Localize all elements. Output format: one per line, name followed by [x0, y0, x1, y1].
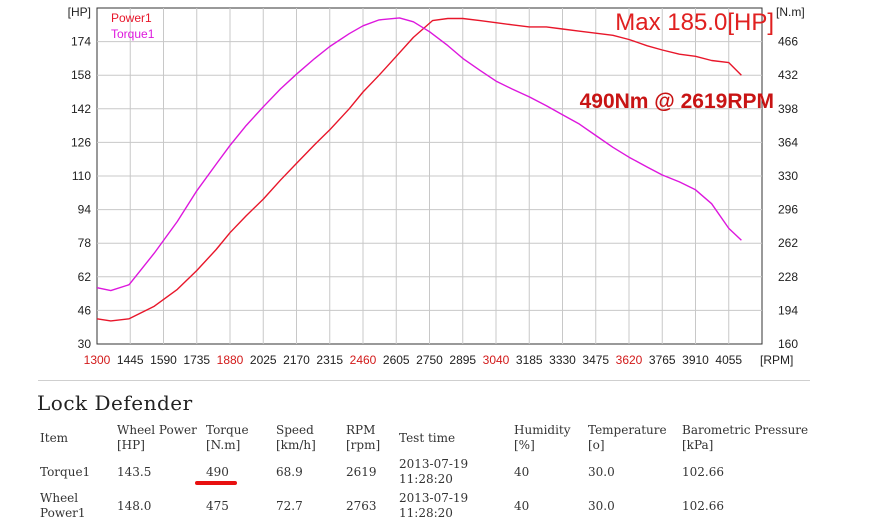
- x-tick-label: 3330: [549, 353, 576, 367]
- x-tick-label: 2605: [383, 353, 410, 367]
- y-right-tick-label: 432: [778, 68, 798, 82]
- row2-wheel-power: 148.0: [117, 499, 152, 513]
- x-tick-label: 2170: [283, 353, 310, 367]
- x-tick-label: 4055: [715, 353, 742, 367]
- header-pressure: Barometric Pressure [kPa]: [682, 423, 809, 452]
- header-wheel-power: Wheel Power [HP]: [117, 423, 197, 452]
- y-left-unit-label: [HP]: [68, 5, 91, 19]
- y-left-tick-label: 78: [78, 236, 92, 250]
- y-right-tick-label: 228: [778, 270, 798, 284]
- x-unit-label: [RPM]: [760, 353, 793, 367]
- annotation-max-power: Max 185.0[HP]: [615, 9, 774, 36]
- x-tick-label: 3620: [616, 353, 643, 367]
- row2-pressure: 102.66: [682, 499, 724, 513]
- header-torque: Torque [N.m]: [206, 423, 249, 452]
- x-tick-label: 1880: [217, 353, 244, 367]
- series-line-torque1: [96, 17, 742, 292]
- x-tick-label: 2895: [449, 353, 476, 367]
- y-right-tick-label: 364: [778, 135, 798, 149]
- header-item: Item: [40, 431, 69, 445]
- x-tick-label: 3475: [582, 353, 609, 367]
- row1-pressure: 102.66: [682, 465, 724, 479]
- y-left-tick-label: 142: [71, 102, 91, 116]
- chart-labels: 1300 1445 1590 1735 1880 2025 2170 2315 2460 2605…: [68, 5, 805, 367]
- chart-grid: [96, 7, 763, 345]
- chart-curves: [96, 17, 742, 322]
- x-tick-label: 2750: [416, 353, 443, 367]
- row1-torque: 490: [206, 465, 229, 479]
- header-temperature: Temperature [o]: [588, 423, 667, 452]
- row1-rpm: 2619: [346, 465, 377, 479]
- row2-item: Wheel Power1: [40, 491, 86, 520]
- x-tick-label: 1590: [150, 353, 177, 367]
- row1-humidity: 40: [514, 465, 530, 479]
- dyno-chart: 1300 1445 1590 1735 1880 2025 2170 2315 2460 2605…: [68, 5, 805, 367]
- torque-underline: [195, 481, 237, 485]
- x-tick-label: 3765: [649, 353, 676, 367]
- row2-temperature: 30.0: [588, 499, 615, 513]
- y-right-tick-label: 466: [778, 35, 798, 49]
- y-left-tick-label: 30: [78, 337, 92, 351]
- x-tick-label: 2315: [316, 353, 343, 367]
- legend-entry-torque1: Torque1: [111, 27, 155, 41]
- row1-temperature: 30.0: [588, 465, 615, 479]
- y-right-tick-label: 398: [778, 102, 798, 116]
- y-left-tick-label: 94: [78, 203, 92, 217]
- x-tick-label: 2460: [350, 353, 377, 367]
- y-left-tick-label: 62: [78, 270, 92, 284]
- row2-speed: 72.7: [276, 499, 303, 513]
- x-tick-label: 3910: [682, 353, 709, 367]
- annotation-max-torque: 490Nm @ 2619RPM: [580, 90, 774, 113]
- header-test-time: Test time: [399, 431, 456, 445]
- y-right-unit-label: [N.m]: [776, 5, 805, 19]
- header-speed: Speed [km/h]: [276, 423, 316, 452]
- y-right-tick-label: 160: [778, 337, 798, 351]
- y-left-tick-label: 110: [72, 169, 91, 183]
- y-right-tick-label: 296: [778, 203, 798, 217]
- y-right-tick-label: 262: [778, 236, 798, 250]
- legend-entry-power1: Power1: [111, 11, 152, 25]
- header-humidity: Humidity [%]: [514, 423, 571, 452]
- row2-rpm: 2763: [346, 499, 377, 513]
- x-tick-label: 3185: [516, 353, 543, 367]
- row2-humidity: 40: [514, 499, 530, 513]
- y-left-tick-label: 46: [78, 303, 92, 317]
- row1-wheel-power: 143.5: [117, 465, 152, 479]
- x-tick-label: 1735: [183, 353, 210, 367]
- row1-speed: 68.9: [276, 465, 303, 479]
- y-right-tick-label: 330: [778, 169, 798, 183]
- report-separator: [38, 380, 810, 381]
- x-tick-label: 1300: [84, 353, 111, 367]
- header-rpm: RPM [rpm]: [346, 423, 381, 452]
- x-tick-label: 3040: [483, 353, 510, 367]
- y-left-tick-label: 158: [71, 68, 91, 82]
- y-left-tick-label: 126: [71, 135, 91, 149]
- row2-test-time: 2013-07-19 11:28:20: [399, 491, 469, 520]
- x-tick-label: 2025: [250, 353, 277, 367]
- series-line-power1: [96, 17, 742, 322]
- y-right-tick-label: 194: [778, 303, 798, 317]
- y-left-tick-label: 174: [71, 35, 91, 49]
- report-title: Lock Defender: [37, 391, 193, 415]
- x-tick-label: 1445: [117, 353, 144, 367]
- row1-item: Torque1: [40, 465, 91, 479]
- row1-test-time: 2013-07-19 11:28:20: [399, 457, 469, 486]
- row2-torque: 475: [206, 499, 229, 513]
